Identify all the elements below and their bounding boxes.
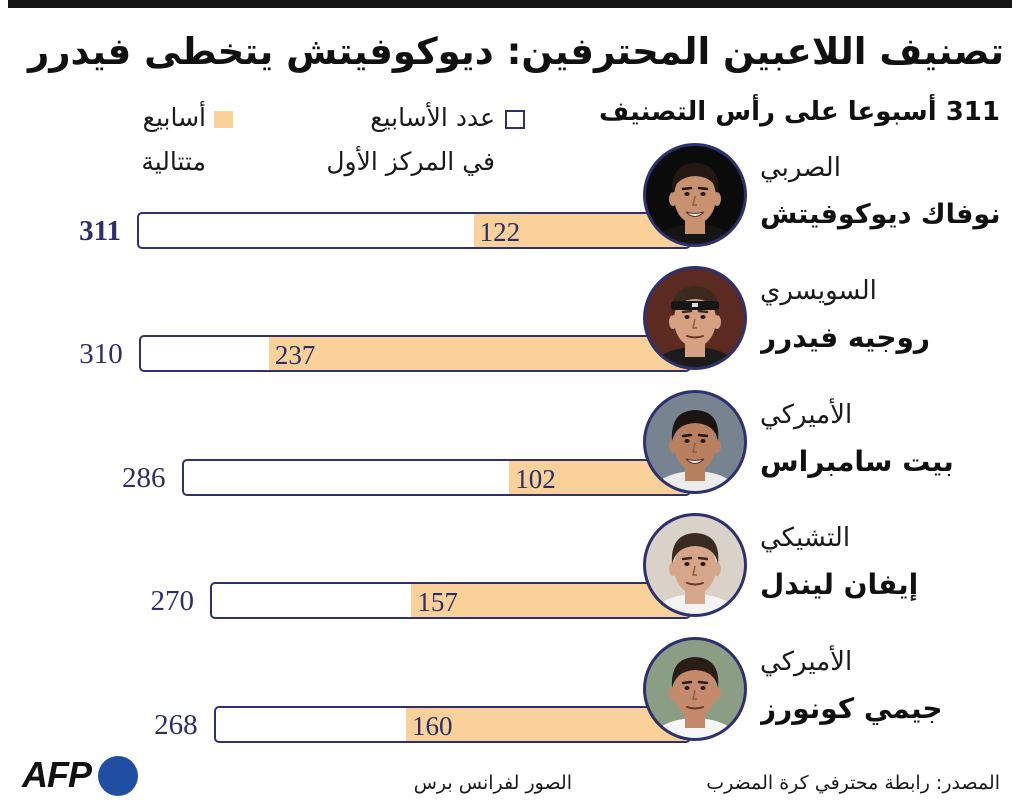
legend-label-consecutive-weeks-line1: أسابيع: [142, 103, 206, 132]
bar-total-weeks: [181, 459, 691, 496]
legend-swatch-total-weeks: [505, 110, 525, 129]
player-nationality: السويسري: [760, 276, 877, 306]
player-nationality: الأميركي: [760, 647, 853, 677]
player-name: جيمي كونورز: [760, 692, 943, 725]
bar-total-weeks: [138, 335, 691, 372]
chart-subtitle: 311 أسبوعا على رأس التصنيف: [599, 97, 1000, 127]
bar-total-weeks: [210, 582, 691, 619]
consecutive-weeks-label: 102: [515, 464, 556, 494]
legend-label-total-weeks-line2: في المركز الأول: [326, 147, 495, 176]
bar-total-weeks: [137, 212, 691, 249]
consecutive-weeks-label: 160: [411, 711, 453, 741]
total-weeks-label: 268: [154, 709, 198, 741]
total-weeks-label: 270: [150, 585, 195, 617]
consecutive-weeks-label: 237: [274, 340, 316, 370]
total-weeks-label: 310: [79, 338, 123, 370]
source-note: المصدر: رابطة محترفي كرة المضرب: [706, 772, 1000, 794]
legend-swatch-consecutive-weeks: [214, 111, 233, 128]
player-name: بيت سامبراس: [760, 445, 954, 478]
player-nationality: الأميركي: [760, 400, 853, 430]
afp-logo-dot-icon: [98, 756, 138, 796]
legend-label-total-weeks-line1: عدد الأسابيع: [370, 103, 495, 132]
legend-label-consecutive-weeks-line2: متتالية: [141, 147, 206, 176]
bar-consecutive-weeks: [411, 584, 689, 617]
top-rule: [8, 0, 1012, 8]
player-name: نوفاك ديوكوفيتش: [760, 199, 1001, 230]
total-weeks-label: 311: [79, 215, 121, 247]
player-nationality: الصربي: [760, 153, 841, 183]
player-photo: [642, 389, 748, 495]
total-weeks-label: 286: [122, 462, 166, 494]
bar-total-weeks: [213, 706, 691, 743]
chart-title: تصنيف اللاعبين المحترفين: ديوكوفيتش يتخط…: [27, 30, 1004, 73]
consecutive-weeks-label: 157: [417, 587, 458, 617]
consecutive-weeks-label: 122: [479, 217, 521, 247]
player-name: إيفان ليندل: [760, 568, 919, 601]
player-nationality: التشيكي: [760, 523, 851, 553]
player-photo: [642, 512, 748, 618]
player-photo: [642, 636, 748, 742]
afp-logo-text: AFP: [22, 754, 92, 795]
bar-consecutive-weeks: [405, 708, 689, 741]
bar-consecutive-weeks: [268, 337, 689, 370]
player-name: روجيه فيدرر: [760, 321, 931, 354]
photo-credit: الصور لفرانس برس: [413, 772, 572, 794]
player-photo: [642, 265, 748, 371]
player-photo: [642, 142, 748, 248]
